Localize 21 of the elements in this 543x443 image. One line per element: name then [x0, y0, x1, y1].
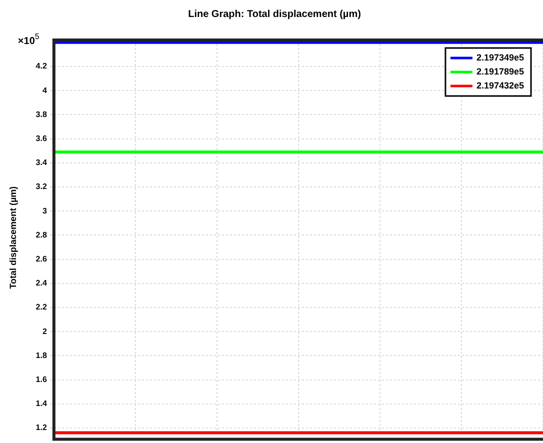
- y-tick-label: 2.2: [36, 302, 48, 312]
- y-tick-label: 2.6: [36, 254, 48, 264]
- y-tick-label: 1.2: [36, 423, 48, 432]
- y-tick-label: 3.2: [36, 182, 48, 192]
- legend-label: 2.197349e5: [476, 52, 524, 62]
- legend-label: 2.197432e5: [476, 80, 524, 90]
- y-tick-label: 3.6: [36, 134, 48, 144]
- y-tick-label: 2.4: [36, 278, 48, 288]
- chart-title: Line Graph: Total displacement (µm): [188, 8, 361, 20]
- y-tick-label: 1.4: [36, 399, 48, 408]
- y-tick-label: 1.8: [36, 350, 48, 360]
- y-tick-label: 1.6: [36, 374, 48, 384]
- y-tick-label: 3.8: [36, 110, 48, 119]
- y-tick-label: 3.4: [36, 158, 48, 168]
- y-tick-label: 2.8: [36, 230, 48, 240]
- legend-label: 2.191789e5: [476, 66, 524, 76]
- y-tick-label: 2: [42, 326, 48, 336]
- y-tick-label: 4.2: [36, 62, 48, 71]
- y-tick-label: 4: [42, 86, 48, 95]
- y-tick-label: 3: [42, 206, 48, 216]
- y-axis-title: Total displacement (µm): [8, 186, 18, 289]
